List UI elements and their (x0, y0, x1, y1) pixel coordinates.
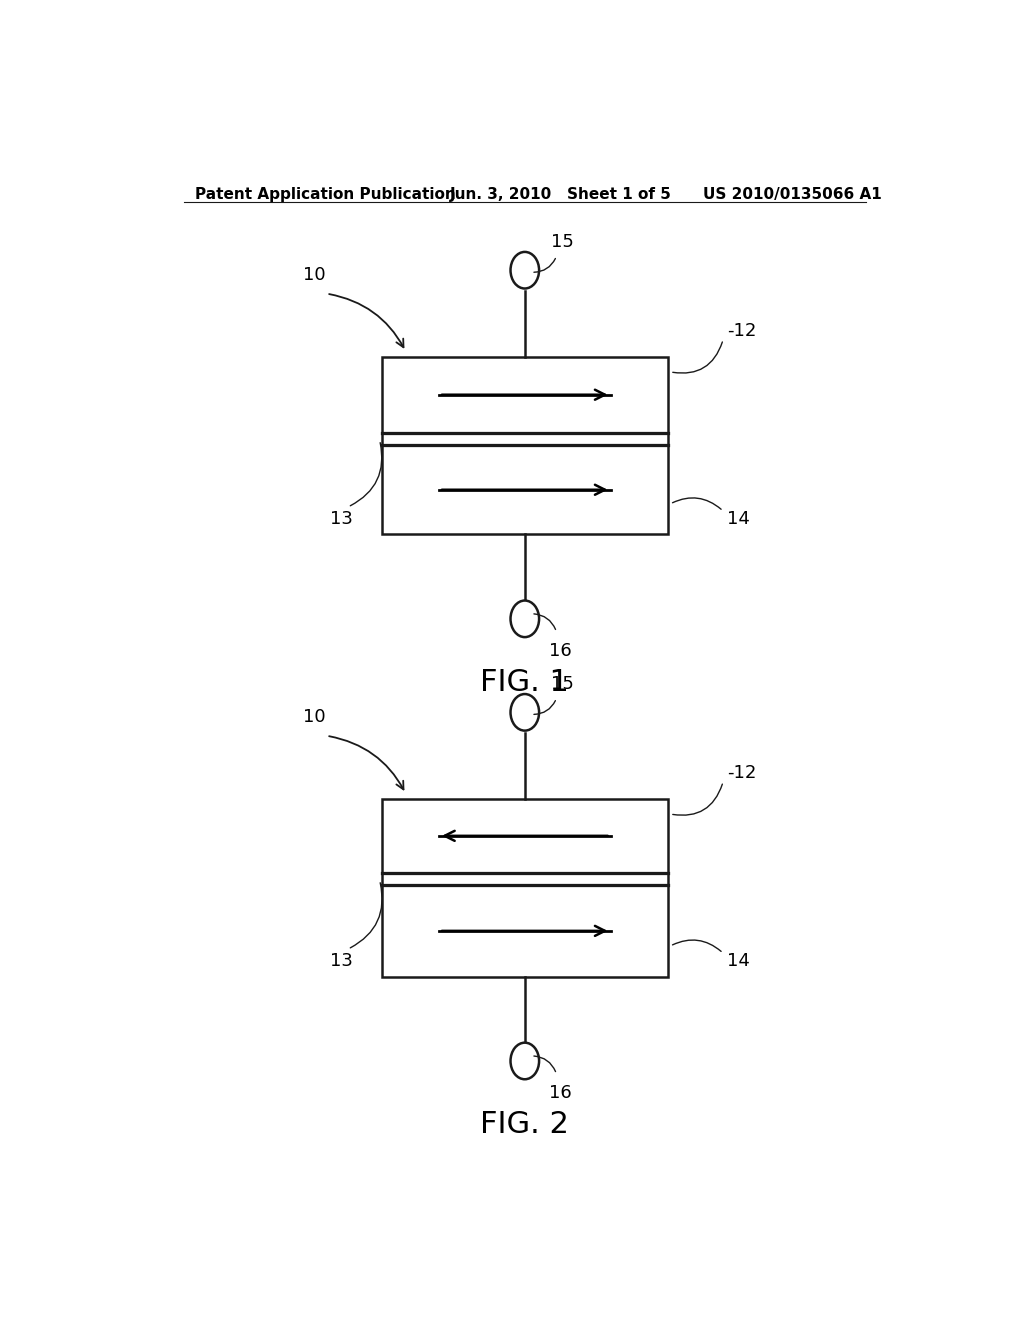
Text: FIG. 2: FIG. 2 (480, 1110, 569, 1139)
Circle shape (511, 252, 539, 289)
Bar (382, 799, 668, 977)
Circle shape (511, 1043, 539, 1080)
Text: -12: -12 (727, 764, 757, 783)
Circle shape (511, 601, 539, 638)
Text: US 2010/0135066 A1: US 2010/0135066 A1 (703, 187, 882, 202)
Text: Patent Application Publication: Patent Application Publication (196, 187, 457, 202)
Circle shape (511, 694, 539, 731)
Text: -12: -12 (727, 322, 757, 341)
Text: 14: 14 (727, 952, 750, 970)
Text: 13: 13 (331, 952, 353, 970)
Text: Jun. 3, 2010   Sheet 1 of 5: Jun. 3, 2010 Sheet 1 of 5 (450, 187, 672, 202)
Text: 16: 16 (549, 643, 571, 660)
Text: 10: 10 (303, 709, 326, 726)
Text: FIG. 1: FIG. 1 (480, 668, 569, 697)
Text: 15: 15 (551, 675, 573, 693)
Text: 14: 14 (727, 511, 750, 528)
Text: 15: 15 (551, 232, 573, 251)
Bar (382, 356, 668, 535)
Text: 10: 10 (303, 267, 326, 284)
Text: 13: 13 (331, 511, 353, 528)
Text: 16: 16 (549, 1084, 571, 1102)
